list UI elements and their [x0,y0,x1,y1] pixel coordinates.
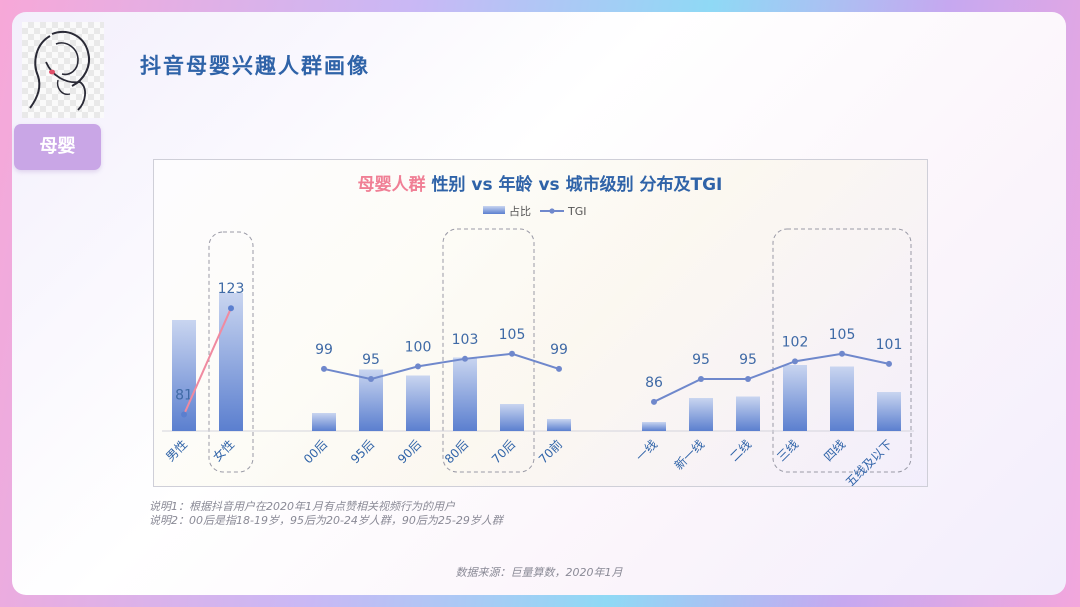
tgi-value-label: 103 [452,332,479,348]
tgi-line [653,352,890,403]
x-tick-label: 三线 [774,437,801,464]
mother-baby-logo-icon [29,31,90,111]
tgi-point [886,360,892,367]
tgi-point [415,363,421,370]
x-tick-label: 80后 [442,437,471,466]
x-tick-label: 70前 [535,437,565,467]
note-2: 说明2：00后是指18-19岁，95后为20-24岁人群，90后为25-29岁人… [149,514,503,527]
x-tick-label: 95后 [348,437,377,466]
tgi-value-label: 99 [550,342,568,358]
tgi-value-label: 86 [645,375,663,391]
slide-card: 母婴 抖音母婴兴趣人群画像 母婴人群 性别 vs 年龄 vs 城市级别 分布及T… [12,12,1066,595]
tgi-point [368,376,374,383]
tgi-point [321,365,327,372]
share-bar [547,419,571,431]
legend-bar-swatch [483,206,505,214]
page-title: 抖音母婴兴趣人群画像 [140,54,370,78]
highlight-box [208,231,254,473]
tgi-value-label: 95 [739,352,757,368]
mother-baby-logo [22,22,104,118]
share-bar [877,392,901,431]
tgi-point [792,358,798,365]
tgi-value-label: 99 [315,342,333,358]
share-bar [219,293,243,431]
tgi-point [839,350,845,357]
chart-title-rest: 性别 vs 年龄 vs 城市级别 分布及TGI [426,174,723,195]
category-tag: 母婴 [14,124,101,170]
share-bar [736,396,760,431]
tgi-point [462,355,468,362]
tgi-point [745,376,751,383]
tgi-value-label: 102 [782,334,809,350]
x-tick-label: 00后 [301,437,330,466]
share-bar [830,366,854,431]
tgi-line [323,352,560,381]
tgi-value-label: 95 [362,352,380,368]
chart-area: 母婴人群 性别 vs 年龄 vs 城市级别 分布及TGI 占比 TGI 81 男性… [153,159,928,487]
legend-bar-label: 占比 [509,204,531,218]
chart-marks: 81 男性 123 女性 99 00后 95 95后 100 90后 103 80后 105 70后 99 7… [162,228,914,486]
highlight-box [772,228,912,473]
share-bar [689,398,713,431]
tgi-value-label: 81 [175,387,193,403]
legend-line-marker [549,208,555,214]
share-bar [406,375,430,431]
legend-line-label: TGI [567,205,587,218]
x-tick-label: 新一线 [671,437,707,473]
tgi-value-label: 100 [405,339,432,355]
highlight-box [442,228,535,473]
chart-title: 母婴人群 性别 vs 年龄 vs 城市级别 分布及TGI [358,174,723,195]
x-tick-label: 二线 [727,437,754,464]
x-tick-label: 一线 [633,437,660,464]
x-tick-label: 五线及以下 [843,437,895,486]
x-tick-label: 90后 [395,437,424,466]
data-source: 数据来源：巨量算数，2020年1月 [455,566,623,579]
tgi-point [556,365,562,372]
tgi-point [228,305,234,312]
x-tick-label: 四线 [821,437,848,464]
x-tick-label: 男性 [163,437,190,464]
chart-title-highlight: 母婴人群 [358,174,426,195]
share-bar [783,365,807,431]
share-bar [312,413,336,431]
tgi-point [651,398,657,405]
chart-svg: 母婴人群 性别 vs 年龄 vs 城市级别 分布及TGI 占比 TGI 81 男性… [162,174,914,486]
tgi-point [698,376,704,383]
tgi-line [183,307,232,415]
tgi-point [181,411,187,418]
x-tick-label: 女性 [210,437,238,465]
tgi-value-label: 105 [829,327,856,343]
tgi-value-label: 105 [499,327,526,343]
note-1: 说明1：根据抖音用户在2020年1月有点赞相关视频行为的用户 [149,500,455,513]
share-bar [500,404,524,431]
tgi-value-label: 101 [876,337,903,353]
tgi-point [509,350,515,357]
share-bar [453,357,477,431]
share-bar [642,422,666,431]
x-tick-label: 70后 [489,437,518,466]
tgi-value-label: 123 [218,281,245,297]
tgi-value-label: 95 [692,352,710,368]
